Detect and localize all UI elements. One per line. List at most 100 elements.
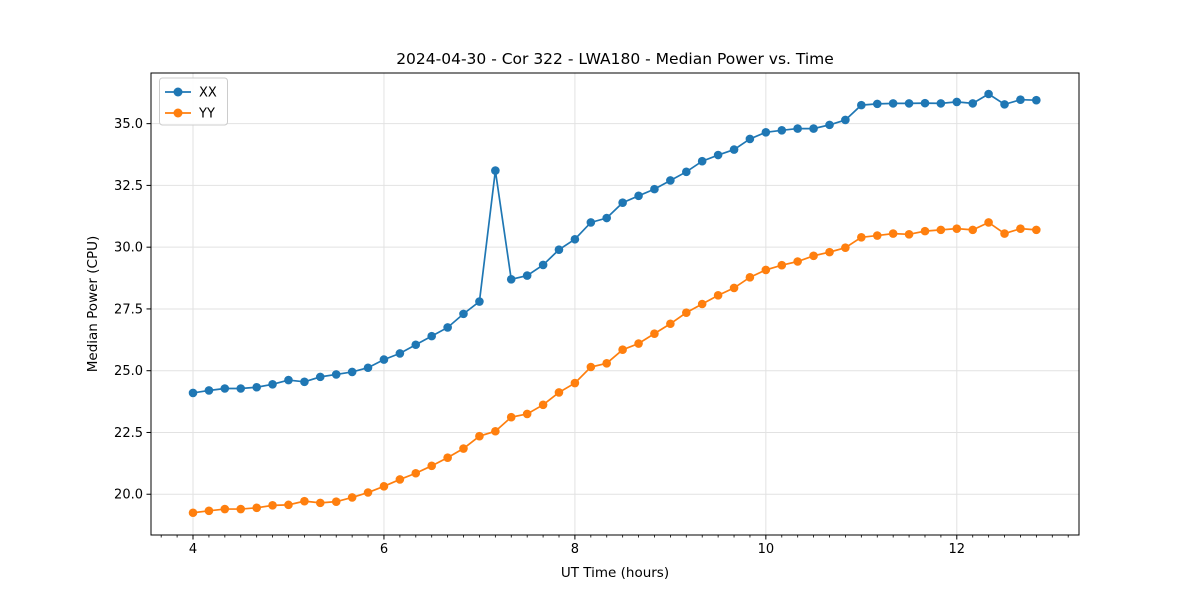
data-point-YY — [761, 265, 771, 275]
data-point-YY — [347, 493, 357, 502]
data-point-XX — [570, 234, 580, 244]
data-point-XX — [745, 134, 755, 144]
y-tick-label: 27.5 — [114, 302, 143, 317]
data-point-XX — [1016, 95, 1025, 104]
data-point-XX — [872, 99, 882, 109]
data-point-XX — [427, 331, 436, 341]
y-tick-label: 32.5 — [114, 179, 143, 194]
data-point-XX — [682, 167, 691, 177]
data-point-XX — [984, 89, 993, 99]
data-point-YY — [252, 503, 261, 513]
data-point-YY — [554, 388, 564, 397]
data-point-XX — [443, 323, 452, 332]
data-point-YY — [920, 226, 930, 236]
data-point-XX — [459, 309, 468, 319]
data-point-XX — [634, 191, 643, 201]
data-point-YY — [793, 257, 802, 266]
data-point-XX — [952, 97, 962, 107]
data-point-YY — [300, 496, 309, 506]
data-point-YY — [586, 362, 596, 372]
legend-label-XX: XX — [199, 86, 217, 101]
data-point-YY — [379, 482, 389, 491]
x-tick-label: 12 — [949, 542, 966, 557]
data-point-XX — [618, 198, 627, 208]
data-point-YY — [395, 475, 405, 484]
data-point-XX — [491, 166, 500, 175]
y-tick-label: 30.0 — [114, 241, 143, 256]
series-line-YY — [192, 221, 1037, 514]
y-tick-label: 25.0 — [114, 364, 143, 379]
data-point-YY — [984, 218, 993, 227]
data-point-XX — [793, 124, 802, 133]
data-point-YY — [841, 243, 850, 252]
series-layer — [188, 89, 1041, 518]
data-point-XX — [220, 384, 230, 393]
data-point-XX — [1032, 95, 1041, 105]
data-point-YY — [1016, 224, 1025, 233]
series-line-XX — [192, 92, 1037, 394]
legend-label-YY: YY — [198, 107, 215, 122]
data-point-YY — [1032, 225, 1041, 235]
data-point-XX — [968, 99, 978, 108]
x-axis-label: UT Time (hours) — [561, 565, 669, 581]
data-point-XX — [268, 379, 277, 389]
data-point-YY — [315, 498, 325, 508]
data-point-YY — [363, 488, 373, 497]
data-point-XX — [809, 124, 818, 133]
chart-title: 2024-04-30 - Cor 322 - LWA180 - Median P… — [396, 50, 834, 68]
data-point-YY — [857, 232, 866, 242]
data-point-XX — [475, 297, 484, 306]
data-point-YY — [666, 319, 675, 329]
data-point-YY — [284, 500, 293, 510]
data-point-YY — [1000, 229, 1009, 238]
data-point-YY — [809, 251, 818, 261]
data-point-YY — [618, 345, 627, 355]
data-point-YY — [411, 468, 421, 478]
data-point-YY — [968, 225, 978, 235]
data-point-YY — [888, 229, 898, 238]
data-point-XX — [920, 98, 930, 108]
data-point-YY — [268, 501, 277, 510]
data-point-YY — [475, 431, 484, 441]
data-point-YY — [204, 506, 214, 516]
legend-marker-YY — [173, 108, 183, 118]
data-point-YY — [729, 283, 739, 293]
data-point-YY — [825, 247, 834, 257]
data-point-YY — [872, 231, 882, 240]
legend-marker-XX — [173, 87, 183, 97]
data-point-XX — [347, 367, 357, 377]
data-point-YY — [777, 260, 787, 270]
x-tick-label: 4 — [189, 542, 197, 557]
data-point-XX — [761, 127, 771, 137]
y-tick-label: 22.5 — [114, 426, 143, 441]
data-point-XX — [841, 115, 850, 125]
data-point-XX — [506, 274, 516, 284]
x-tick-label: 6 — [380, 542, 388, 557]
data-point-XX — [888, 99, 898, 108]
data-point-YY — [602, 358, 611, 368]
data-point-YY — [522, 409, 532, 419]
data-point-XX — [363, 363, 373, 373]
legend-box — [159, 77, 228, 126]
data-point-XX — [331, 370, 341, 379]
grid-layer — [151, 73, 1079, 535]
data-point-YY — [443, 453, 452, 462]
data-point-YY — [713, 291, 723, 300]
data-point-XX — [825, 120, 834, 130]
data-point-XX — [395, 349, 405, 358]
x-tick-label: 10 — [758, 542, 775, 557]
data-point-XX — [411, 340, 421, 350]
plot-border — [150, 72, 1080, 536]
data-point-XX — [777, 126, 787, 135]
data-point-YY — [650, 329, 659, 338]
x-tick-label: 8 — [571, 542, 579, 557]
data-point-YY — [506, 412, 516, 422]
data-point-YY — [936, 225, 946, 235]
data-point-XX — [538, 260, 548, 270]
data-point-XX — [602, 213, 611, 223]
data-point-XX — [586, 218, 596, 227]
data-point-XX — [713, 150, 723, 160]
tick-label-layer: 4 6 8 10 12 20.0 22.5 25.0 27.5 30.0 32.5 35.0 — [114, 117, 965, 557]
